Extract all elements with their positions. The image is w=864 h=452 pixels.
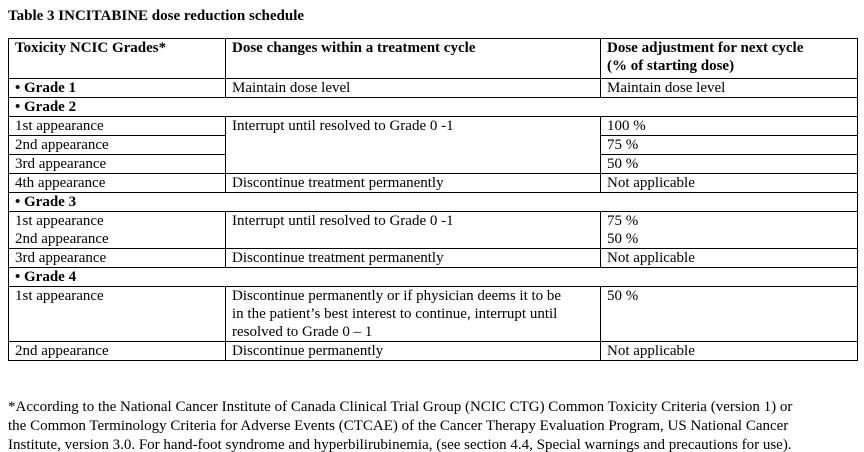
footnote-line-1: *According to the National Cancer Instit… [8, 399, 793, 415]
footnote-line-2: the Common Terminology Criteria for Adve… [8, 418, 789, 434]
grade3-interrupt-cell: Interrupt until resolved to Grade 0 -1 [225, 211, 601, 249]
grade2-adjustment-4th: Not applicable [600, 173, 858, 193]
grade4-appearance-1st: 1st appearance [8, 286, 226, 342]
grade1-adjustment: Maintain dose level [600, 78, 858, 98]
grade2-discontinue-cell: Discontinue treatment permanently [225, 173, 601, 193]
grade4-label: • Grade 4 [8, 267, 858, 287]
grade3-adjustment-1st-2nd: 75 % 50 % [600, 211, 858, 249]
grade4-row-2nd: 2nd appearance Discontinue permanently N… [8, 341, 858, 361]
grade2-adjustment-2nd: 75 % [600, 135, 858, 155]
grade2-appearance-3rd: 3rd appearance [8, 154, 226, 174]
grade3-adjustment-line2: 50 % [607, 231, 639, 247]
header-dose-adjustment-line1: Dose adjustment for next cycle [607, 40, 804, 56]
grade4-dose-change-line2: in the patient’s best interest to contin… [232, 306, 558, 322]
table-footnote: *According to the National Cancer Instit… [8, 398, 856, 452]
grade2-row-1st: 1st appearance Interrupt until resolved … [8, 116, 858, 174]
header-dose-adjustment: Dose adjustment for next cycle (% of sta… [600, 38, 858, 79]
grade4-row-1st: 1st appearance Discontinue permanently o… [8, 286, 858, 342]
grade2-label: • Grade 2 [8, 97, 858, 117]
grade3-appearance-line2: 2nd appearance [15, 231, 109, 247]
grade4-appearance-2nd: 2nd appearance [8, 341, 226, 361]
grade3-discontinue-cell: Discontinue treatment permanently [225, 248, 601, 268]
grade4-section-row: • Grade 4 [8, 267, 858, 287]
grade3-appearance-1st-2nd: 1st appearance 2nd appearance [8, 211, 226, 249]
grade3-appearance-3rd: 3rd appearance [8, 248, 226, 268]
grade3-adjustment-line1: 75 % [607, 213, 639, 229]
dose-reduction-table: Toxicity NCIC Grades* Dose changes withi… [8, 38, 858, 361]
grade2-interrupt-cell: Interrupt until resolved to Grade 0 -1 [225, 116, 601, 174]
grade3-appearance-line1: 1st appearance [15, 213, 104, 229]
grade3-label: • Grade 3 [8, 192, 858, 212]
header-dose-adjustment-line2: (% of starting dose) [607, 58, 735, 74]
grade4-discontinue-cell: Discontinue permanently [225, 341, 601, 361]
header-dose-changes: Dose changes within a treatment cycle [225, 38, 601, 79]
grade4-discontinue-long-cell: Discontinue permanently or if physician … [225, 286, 601, 342]
grade3-row-3rd: 3rd appearance Discontinue treatment per… [8, 248, 858, 268]
grade2-adjustment-1st: 100 % [600, 116, 858, 136]
grade4-adjustment-1st: 50 % [600, 286, 858, 342]
table-title: Table 3 INCITABINE dose reduction schedu… [8, 8, 305, 24]
grade1-dose-change: Maintain dose level [225, 78, 601, 98]
header-toxicity-grades: Toxicity NCIC Grades* [8, 38, 226, 79]
grade4-adjustment-2nd: Not applicable [600, 341, 858, 361]
grade2-appearance-1st: 1st appearance [8, 116, 226, 136]
grade4-dose-change-line3: resolved to Grade 0 – 1 [232, 324, 373, 340]
grade2-appearance-4th: 4th appearance [8, 173, 226, 193]
grade2-adjustment-3rd: 50 % [600, 154, 858, 174]
grade2-section-row: • Grade 2 [8, 97, 858, 117]
header-row: Toxicity NCIC Grades* Dose changes withi… [8, 38, 858, 79]
grade2-appearance-2nd: 2nd appearance [8, 135, 226, 155]
footnote-line-3: Institute, version 3.0. For hand-foot sy… [8, 437, 792, 452]
grade2-row-4th: 4th appearance Discontinue treatment per… [8, 173, 858, 193]
grade3-row-1st-2nd: 1st appearance 2nd appearance Interrupt … [8, 211, 858, 249]
grade3-section-row: • Grade 3 [8, 192, 858, 212]
grade1-label: • Grade 1 [8, 78, 226, 98]
grade1-row: • Grade 1 Maintain dose level Maintain d… [8, 78, 858, 98]
grade4-dose-change-line1: Discontinue permanently or if physician … [232, 288, 562, 304]
grade3-adjustment-3rd: Not applicable [600, 248, 858, 268]
